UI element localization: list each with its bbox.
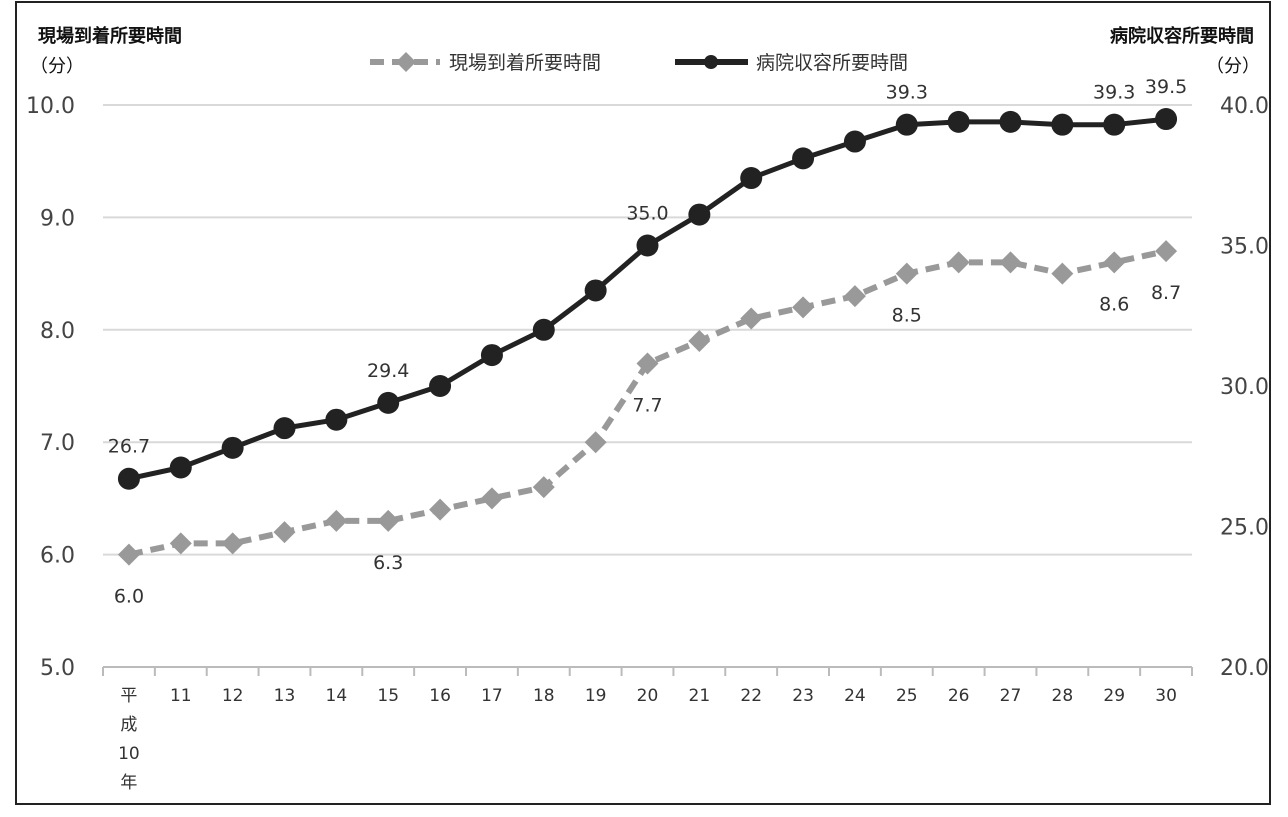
- left-axis-unit: （分）: [30, 56, 84, 77]
- data-label: 39.3: [886, 82, 928, 104]
- chart-frame: [15, 1, 1271, 805]
- right-axis-title: 病院収容所要時間: [1110, 26, 1254, 47]
- x-tick-label: 29: [1103, 686, 1125, 706]
- x-tick-label: 27: [1000, 686, 1022, 706]
- arrival-time-point: [325, 509, 348, 532]
- x-tick-label: 30: [1155, 686, 1177, 706]
- x-tick-label: 12: [222, 686, 244, 706]
- right-y-tick-label: 25.0: [1220, 516, 1269, 541]
- hospital-time-point: [999, 110, 1022, 133]
- x-tick-label: 24: [844, 686, 866, 706]
- data-label: 8.5: [892, 305, 922, 327]
- legend-hospital-marker: [704, 55, 718, 69]
- arrival-time-point: [843, 285, 866, 308]
- legend-hospital-label: 病院収容所要時間: [756, 52, 908, 74]
- left-y-tick-label: 7.0: [40, 431, 75, 456]
- hospital-time-point: [117, 467, 140, 490]
- arrival-time-point: [1155, 240, 1178, 263]
- arrival-time-point: [584, 431, 607, 454]
- hospital-time-point: [480, 344, 503, 367]
- legend-arrival-marker: [396, 52, 416, 72]
- right-y-tick-label: 20.0: [1220, 656, 1269, 681]
- arrival-time-point: [169, 532, 192, 555]
- hospital-time-point: [688, 203, 711, 226]
- hospital-time-point: [792, 147, 815, 170]
- x-tick-label: 13: [274, 686, 296, 706]
- x-tick-label: 18: [533, 686, 555, 706]
- arrival-time-point: [636, 352, 659, 375]
- hospital-time-point: [740, 167, 763, 190]
- hospital-time-point: [429, 375, 452, 397]
- x-tick-label: 平成 10 年: [118, 686, 140, 793]
- hospital-time-point: [584, 279, 607, 302]
- arrival-time-point: [1051, 262, 1074, 285]
- data-label: 39.5: [1145, 76, 1187, 98]
- arrival-time-point: [999, 251, 1022, 274]
- x-tick-label: 23: [792, 686, 814, 706]
- hospital-time-point: [636, 234, 659, 257]
- hospital-time-point: [325, 408, 348, 431]
- arrival-time-point: [947, 251, 970, 274]
- legend-arrival-label: 現場到着所要時間: [449, 52, 601, 74]
- left-y-tick-label: 6.0: [40, 544, 75, 569]
- arrival-time-point: [688, 330, 711, 353]
- hospital-time-point: [1103, 113, 1126, 136]
- x-tick-label: 17: [481, 686, 503, 706]
- hospital-time-point: [843, 130, 866, 153]
- x-tick-label: 20: [637, 686, 659, 706]
- x-tick-label: 28: [1052, 686, 1074, 706]
- arrival-time-point: [429, 498, 452, 521]
- x-tick-label: 25: [896, 686, 918, 706]
- data-label: 6.3: [373, 552, 403, 574]
- arrival-time-point: [273, 521, 296, 544]
- x-tick-label: 21: [689, 686, 711, 706]
- left-y-tick-label: 9.0: [40, 206, 75, 231]
- right-axis-unit: （分）: [1206, 56, 1260, 77]
- right-y-tick-label: 40.0: [1220, 94, 1269, 119]
- arrival-time-point: [792, 296, 815, 319]
- hospital-time-point: [273, 417, 296, 440]
- hospital-time-point: [947, 110, 970, 133]
- left-axis-title: 現場到着所要時間: [38, 26, 182, 47]
- arrival-time-point: [221, 532, 244, 555]
- hospital-time-point: [221, 436, 244, 459]
- data-label: 7.7: [632, 395, 662, 417]
- data-label: 8.6: [1099, 293, 1129, 315]
- arrival-time-point: [532, 476, 555, 499]
- x-tick-label: 22: [740, 686, 762, 706]
- arrival-time-point: [377, 509, 400, 532]
- arrival-time-point: [117, 543, 140, 566]
- data-label: 35.0: [626, 203, 668, 225]
- x-tick-label: 26: [948, 686, 970, 706]
- left-y-tick-label: 10.0: [26, 94, 75, 119]
- data-label: 26.7: [108, 436, 150, 458]
- left-y-tick-label: 8.0: [40, 319, 75, 344]
- hospital-time-point: [1051, 113, 1074, 136]
- arrival-time-point: [1103, 251, 1126, 274]
- x-tick-label: 15: [377, 686, 399, 706]
- x-tick-label: 19: [585, 686, 607, 706]
- x-tick-label: 16: [429, 686, 451, 706]
- data-label: 8.7: [1151, 282, 1181, 304]
- hospital-time-point: [377, 391, 400, 414]
- x-tick-label: 11: [170, 686, 192, 706]
- data-label: 29.4: [367, 360, 409, 382]
- data-label: 39.3: [1093, 82, 1135, 104]
- arrival-time-point: [740, 307, 763, 330]
- hospital-time-point: [169, 456, 192, 479]
- hospital-time-point: [895, 113, 918, 136]
- left-y-tick-label: 5.0: [40, 656, 75, 681]
- arrival-time-point: [480, 487, 503, 510]
- x-tick-label: 14: [326, 686, 348, 706]
- arrival-time-point: [895, 262, 918, 285]
- right-y-tick-label: 35.0: [1220, 235, 1269, 260]
- hospital-time-point: [532, 318, 555, 341]
- right-y-tick-label: 30.0: [1220, 375, 1269, 400]
- data-label: 6.0: [114, 586, 144, 608]
- hospital-time-point: [1155, 108, 1178, 131]
